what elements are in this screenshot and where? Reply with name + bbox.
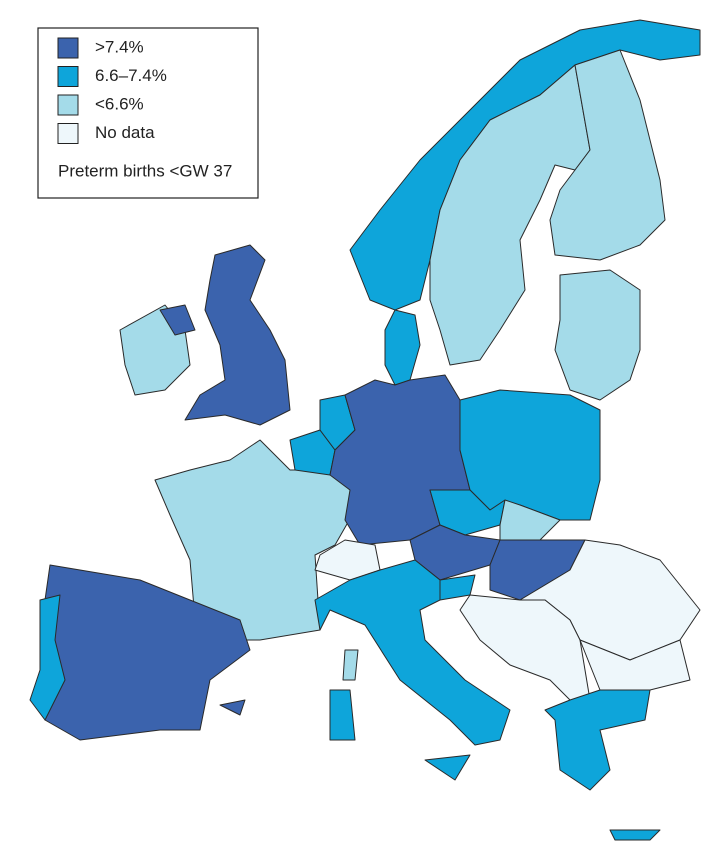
legend-label: 6.6–7.4% xyxy=(95,66,167,85)
countries xyxy=(29,19,701,841)
corsica xyxy=(342,649,359,681)
italy xyxy=(314,559,511,746)
finland xyxy=(549,49,666,261)
sweden xyxy=(429,64,591,366)
legend-swatch xyxy=(57,94,79,116)
legend-label: >7.4% xyxy=(95,37,144,56)
legend-swatch xyxy=(57,66,79,87)
greece xyxy=(544,689,651,791)
legend-title: Preterm births <GW 37 xyxy=(58,161,232,180)
legend-items: >7.4% 6.6–7.4% <6.6% No data xyxy=(57,37,167,144)
portugal xyxy=(29,594,66,721)
sicily xyxy=(424,754,471,781)
baltics xyxy=(554,269,641,401)
sardinia xyxy=(329,689,356,741)
crete xyxy=(609,829,661,841)
poland xyxy=(459,389,601,521)
legend: >7.4% 6.6–7.4% <6.6% No data Preterm births… xyxy=(37,27,259,199)
denmark xyxy=(384,309,421,386)
legend-label: <6.6% xyxy=(95,94,144,113)
legend-swatch xyxy=(57,123,79,144)
united-kingdom xyxy=(184,244,291,426)
balearic-islands xyxy=(219,699,246,716)
northern-ireland xyxy=(159,304,196,336)
legend-label: No data xyxy=(95,123,155,142)
legend-swatch xyxy=(57,37,79,59)
